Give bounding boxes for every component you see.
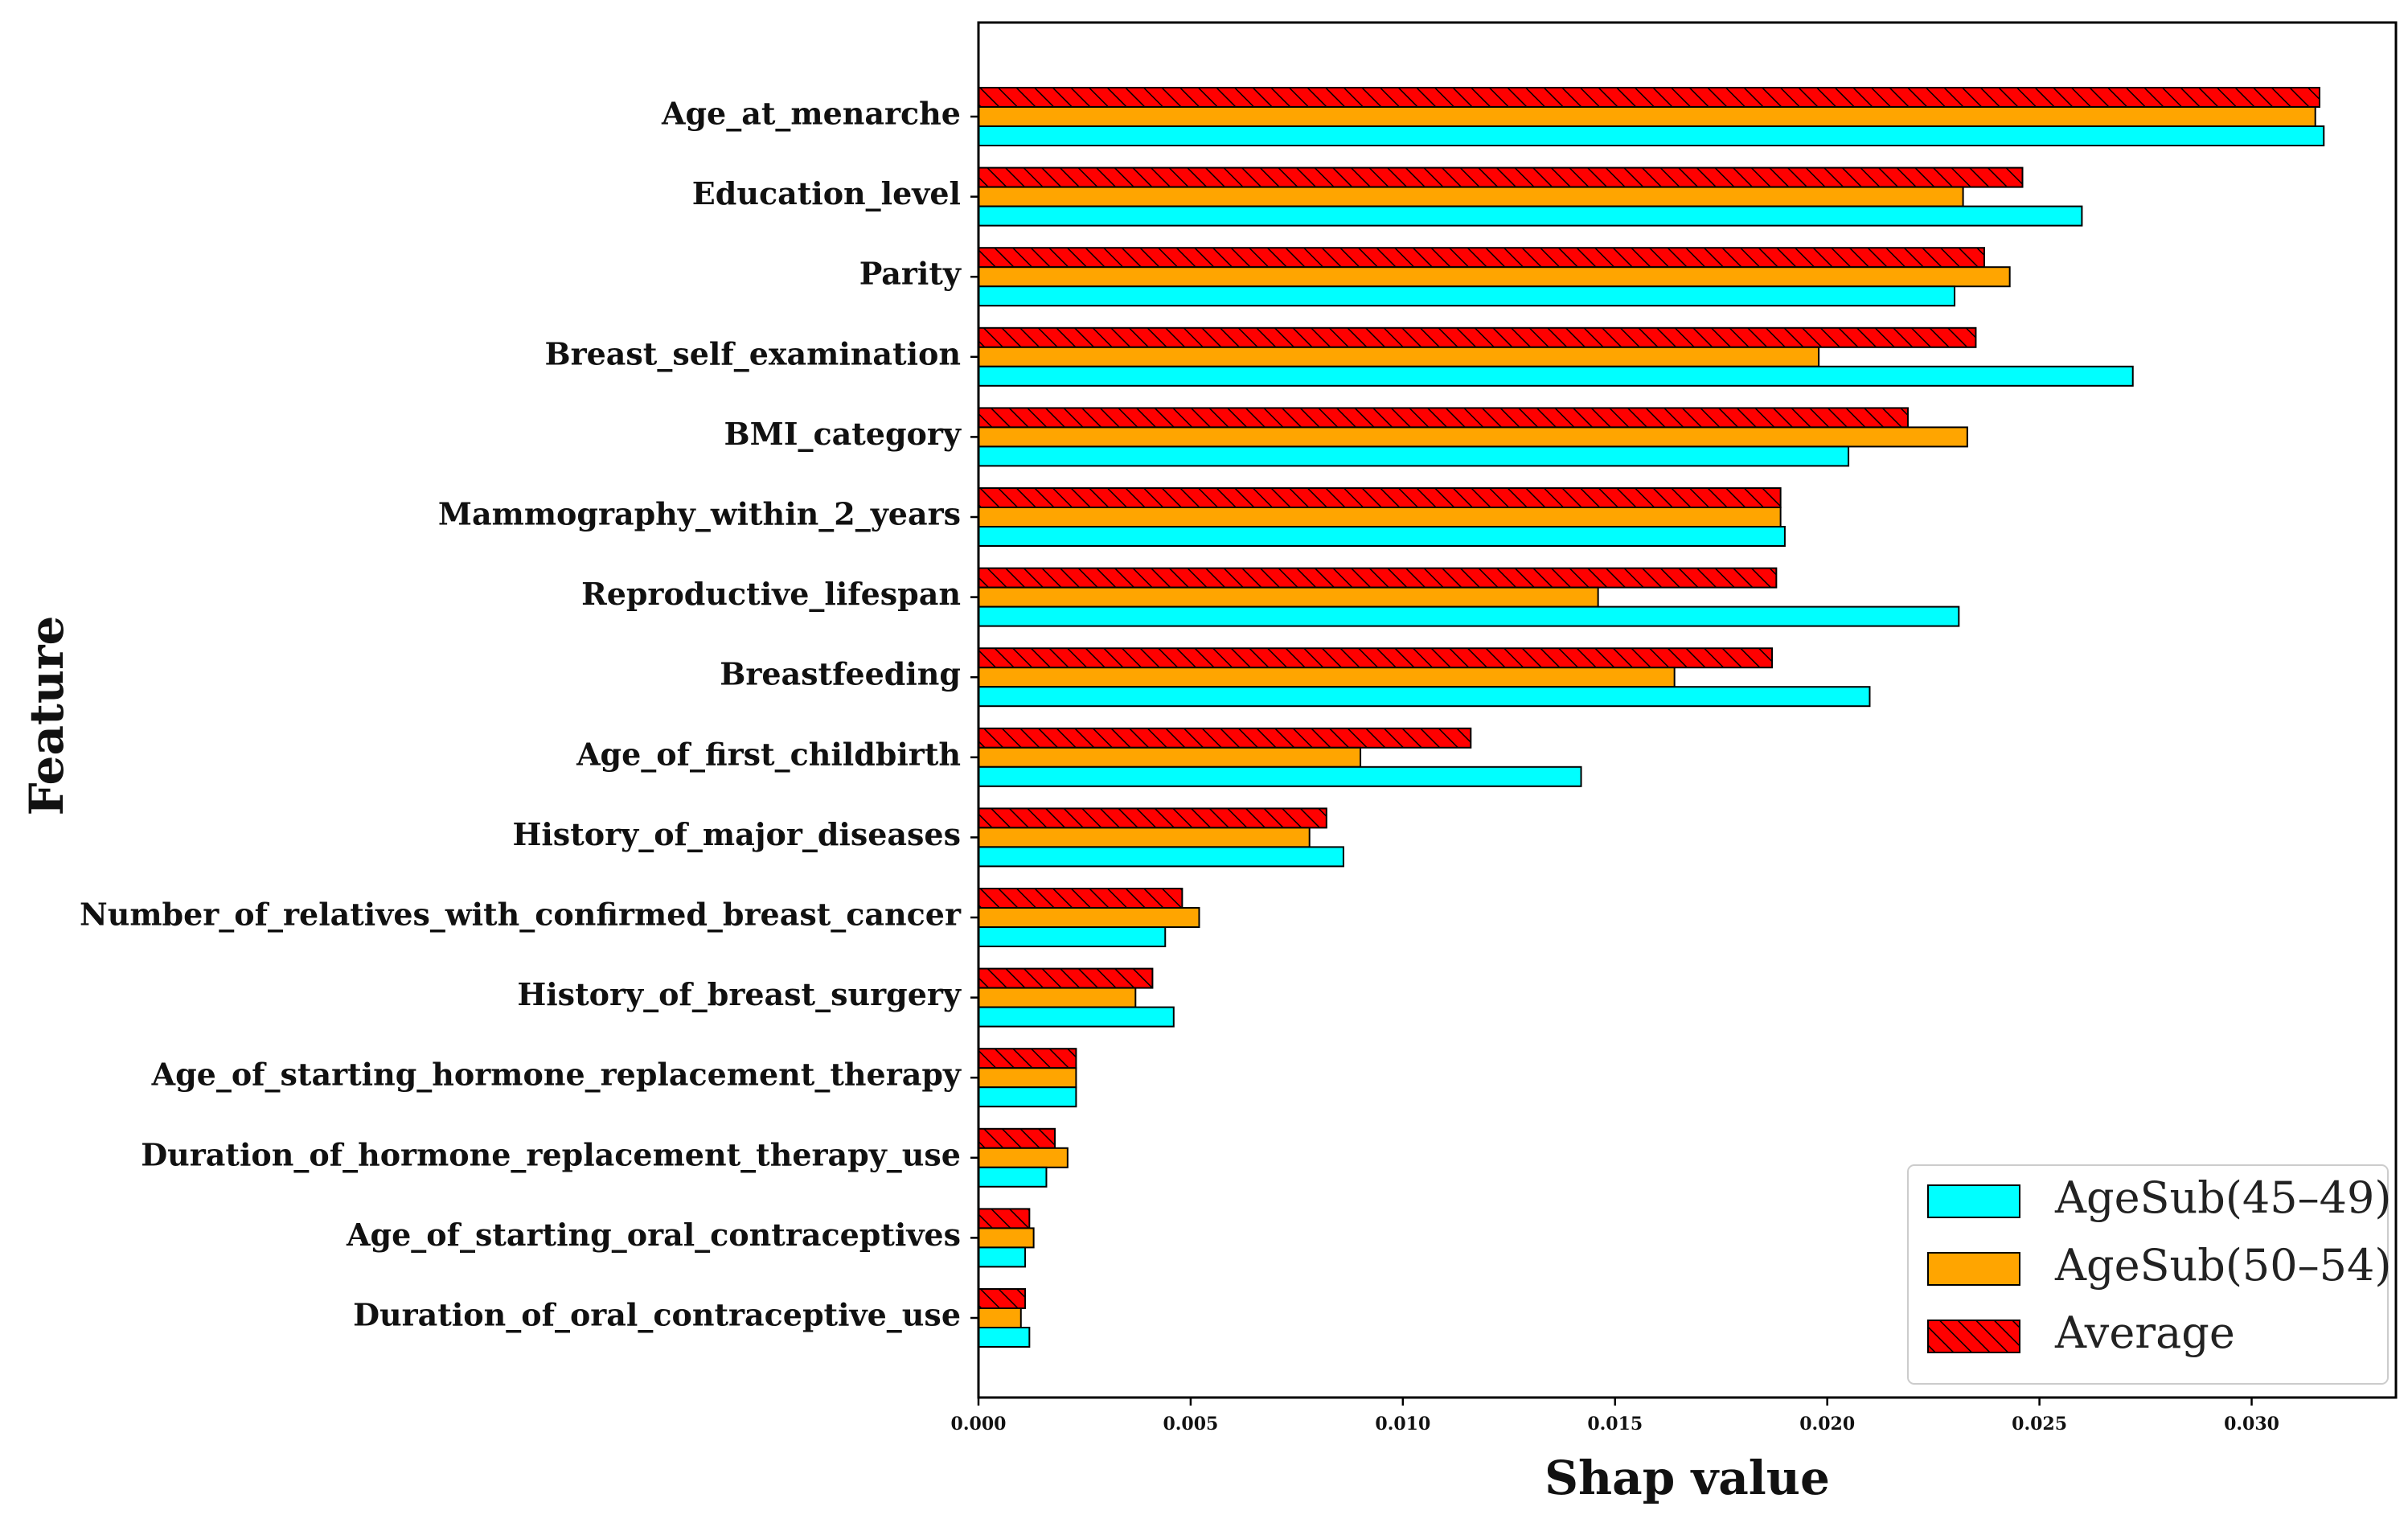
bar-agesub-45-49-duration-of-hormone-replacement-therapy-use <box>978 1166 1048 1188</box>
bar-agesub-50-54-history-of-major-diseases <box>978 827 1311 848</box>
bar-agesub-45-49-bmi-category <box>978 445 1850 467</box>
category-label-breastfeeding: Breastfeeding <box>720 656 961 692</box>
bar-agesub-50-54-breast-self-examination <box>978 346 1820 367</box>
category-label-history-of-breast-surgery: History_of_breast_surgery <box>517 976 962 1012</box>
bar-agesub-50-54-age-of-first-childbirth <box>978 746 1362 768</box>
bar-agesub-50-54-duration-of-oral-contraceptive-use <box>978 1307 1022 1328</box>
bar-average-age-at-menarche <box>978 87 2320 108</box>
bar-average-reproductive-lifespan <box>978 567 1778 589</box>
category-labels: Age_at_menarche Education_level Parity Brea… <box>80 96 978 1333</box>
bar-agesub-50-54-mammography-within-2-years <box>978 507 1782 527</box>
bar-agesub-45-49-history-of-breast-surgery <box>978 1006 1175 1028</box>
category-label-age-of-starting-hormone-replacement-therapy: Age_of_starting_hormone_replacement_ther… <box>151 1057 962 1093</box>
category-label-mammography-within-2-years: Mammography_within_2_years <box>438 496 961 532</box>
legend-swatch-average <box>1927 1320 2020 1353</box>
plot-frame <box>977 21 2398 1399</box>
category-label-age-of-first-childbirth: Age_of_first_childbirth <box>576 736 961 772</box>
x-tick-label: 0.030 <box>2224 1414 2279 1435</box>
bar-agesub-45-49-history-of-major-diseases <box>978 846 1344 868</box>
x-tick-label: 0.010 <box>1375 1414 1430 1435</box>
legend-swatch-agesub-45-49 <box>1927 1184 2020 1218</box>
bars-layer <box>978 87 2325 1348</box>
x-tick-label: 0.015 <box>1587 1414 1643 1435</box>
bar-average-history-of-major-diseases <box>978 807 1327 829</box>
bar-agesub-50-54-number-of-relatives-with-confirmed-breast-cancer <box>978 907 1200 928</box>
bar-agesub-50-54-education-level <box>978 186 1964 207</box>
category-label-breast-self-examination: Breast_self_examination <box>544 335 961 371</box>
category-label-history-of-major-diseases: History_of_major_diseases <box>512 816 961 852</box>
y-axis-title: Feature <box>19 616 74 816</box>
bar-average-duration-of-hormone-replacement-therapy-use <box>978 1127 1056 1149</box>
x-axis: 0.000 0.005 0.010 0.015 0.020 0.025 0.030 <box>951 1398 2279 1435</box>
bar-agesub-50-54-age-of-starting-oral-contraceptives <box>978 1227 1035 1249</box>
category-label-duration-of-hormone-replacement-therapy-use: Duration_of_hormone_replacement_therapy_… <box>141 1136 961 1172</box>
x-tick-label: 0.005 <box>1163 1414 1218 1435</box>
bar-average-number-of-relatives-with-confirmed-breast-cancer <box>978 888 1183 909</box>
category-label-number-of-relatives-with-confirmed-breast-cancer: Number_of_relatives_with_confirmed_breas… <box>80 897 962 933</box>
category-label-reproductive-lifespan: Reproductive_lifespan <box>581 576 961 612</box>
bar-agesub-45-49-number-of-relatives-with-confirmed-breast-cancer <box>978 926 1167 947</box>
bar-average-education-level <box>978 166 2024 188</box>
bar-average-breastfeeding <box>978 647 1774 669</box>
category-label-age-at-menarche: Age_at_menarche <box>661 96 961 132</box>
bar-agesub-45-49-breastfeeding <box>978 686 1871 708</box>
bar-agesub-50-54-breastfeeding <box>978 667 1676 688</box>
bar-average-age-of-starting-hormone-replacement-therapy <box>978 1048 1077 1069</box>
bar-agesub-45-49-duration-of-oral-contraceptive-use <box>978 1327 1031 1348</box>
x-axis-title: Shap value <box>1544 1451 1830 1505</box>
bar-agesub-45-49-age-of-starting-oral-contraceptives <box>978 1246 1027 1268</box>
bar-average-breast-self-examination <box>978 326 1977 348</box>
bar-average-history-of-breast-surgery <box>978 967 1154 989</box>
bar-average-age-of-starting-oral-contraceptives <box>978 1208 1031 1229</box>
bar-agesub-50-54-age-at-menarche <box>978 106 2316 127</box>
bar-agesub-45-49-reproductive-lifespan <box>978 605 1960 627</box>
bar-agesub-45-49-age-of-first-childbirth <box>978 766 1582 787</box>
bar-agesub-45-49-education-level <box>978 205 2083 227</box>
bar-agesub-45-49-age-at-menarche <box>978 125 2325 146</box>
bar-agesub-45-49-age-of-starting-hormone-replacement-therapy <box>978 1086 1077 1108</box>
bar-average-mammography-within-2-years <box>978 487 1782 508</box>
bar-agesub-50-54-duration-of-hormone-replacement-therapy-use <box>978 1147 1069 1168</box>
legend-label-agesub-50-54: AgeSub(50–54) <box>2054 1240 2391 1291</box>
bar-agesub-50-54-age-of-starting-hormone-replacement-therapy <box>978 1067 1077 1089</box>
category-label-education-level: Education_level <box>692 175 961 211</box>
bar-average-duration-of-oral-contraceptive-use <box>978 1288 1027 1309</box>
legend: AgeSub(45–49) AgeSub(50–54) Average <box>1907 1164 2391 1385</box>
bar-agesub-50-54-parity <box>978 266 2011 288</box>
legend-label-average: Average <box>2054 1307 2235 1358</box>
category-label-parity: Parity <box>859 256 962 292</box>
bar-average-bmi-category <box>978 407 1909 429</box>
bar-agesub-45-49-breast-self-examination <box>978 365 2134 387</box>
x-tick-label: 0.020 <box>1799 1414 1855 1435</box>
bar-agesub-50-54-reproductive-lifespan <box>978 586 1599 608</box>
legend-label-agesub-45-49: AgeSub(45–49) <box>2054 1172 2391 1223</box>
bar-agesub-50-54-bmi-category <box>978 426 1968 448</box>
category-label-bmi-category: BMI_category <box>724 416 962 452</box>
bar-agesub-50-54-history-of-breast-surgery <box>978 987 1137 1008</box>
x-tick-label: 0.000 <box>951 1414 1007 1435</box>
bar-average-parity <box>978 247 1985 269</box>
bar-average-age-of-first-childbirth <box>978 727 1472 749</box>
bar-agesub-45-49-parity <box>978 285 1956 307</box>
legend-box <box>1907 1164 2389 1385</box>
category-label-duration-of-oral-contraceptive-use: Duration_of_oral_contraceptive_use <box>353 1297 961 1333</box>
bar-agesub-45-49-mammography-within-2-years <box>978 526 1786 547</box>
category-label-age-of-starting-oral-contraceptives: Age_of_starting_oral_contraceptives <box>346 1217 961 1253</box>
legend-swatch-agesub-50-54 <box>1927 1252 2020 1286</box>
x-tick-label: 0.025 <box>2012 1414 2067 1435</box>
